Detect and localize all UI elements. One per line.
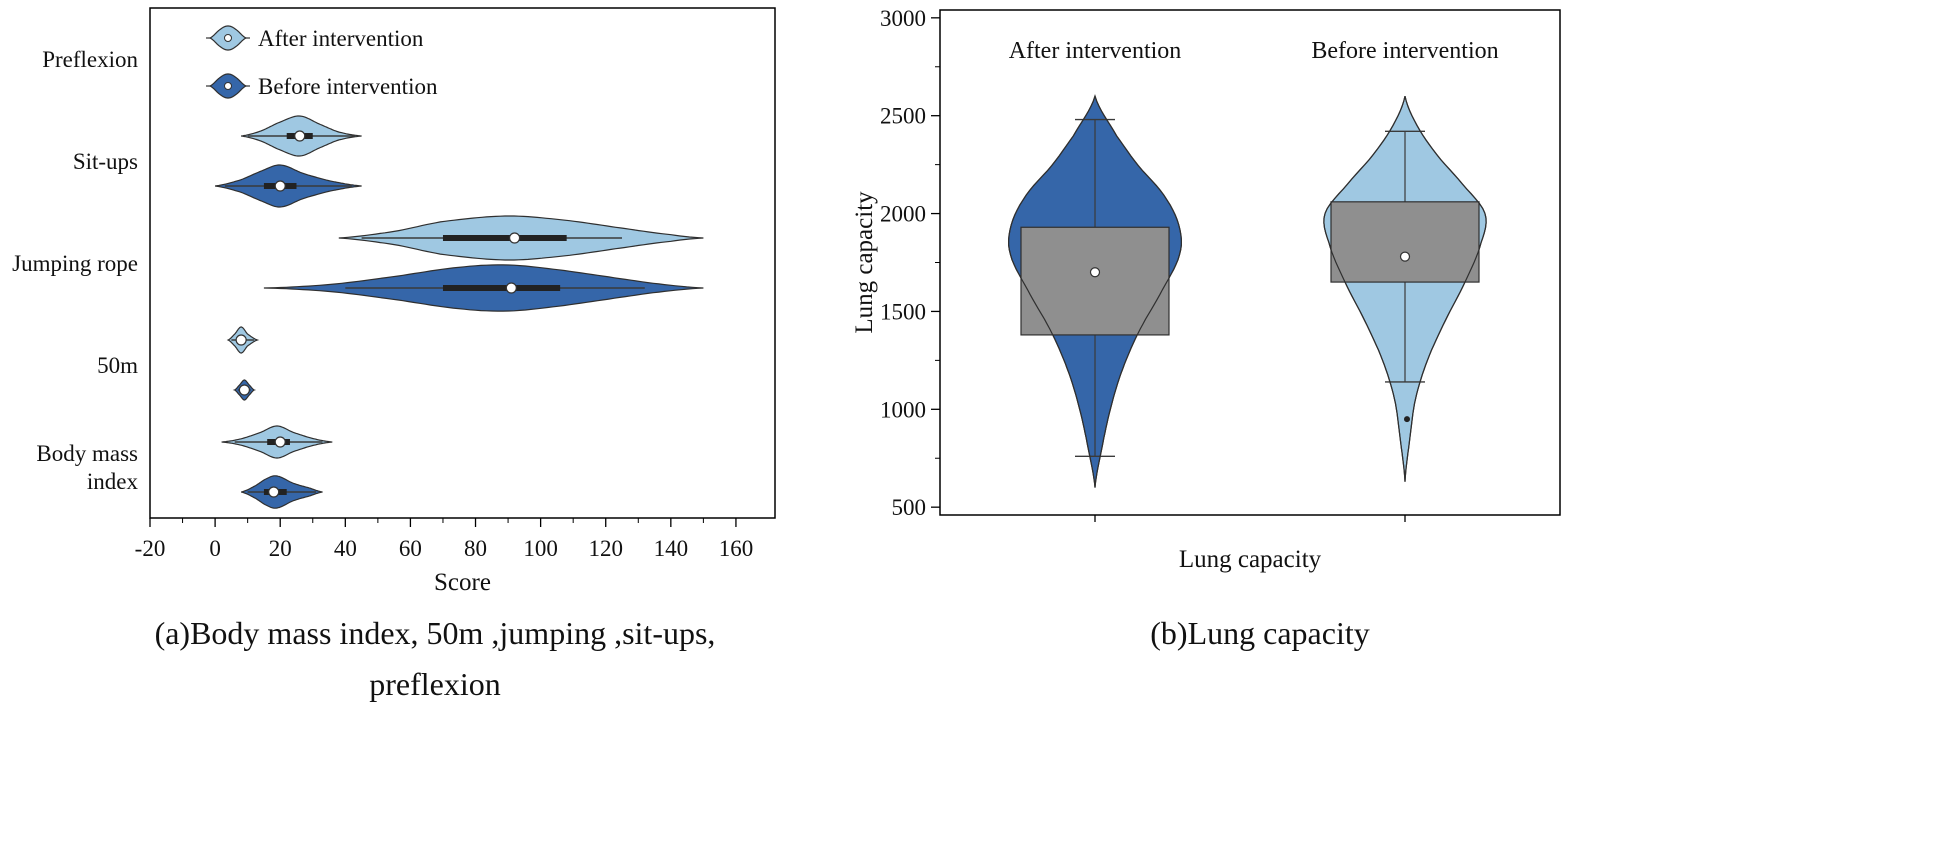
y-category-label: Jumping rope [12,251,138,276]
y-tick-label: 500 [892,495,927,520]
y-category-label: Sit-ups [73,149,138,174]
violin-50m-before-median-dot [238,384,251,396]
y-tick-label: 3000 [880,6,926,31]
tspan: Preflexion [42,47,138,72]
legend-median-dot [224,82,232,90]
violin-sit-ups-before-median-dot [274,180,286,192]
violin-lung-before-outline [1323,95,1487,482]
violin-lung-after-mean-dot [1089,267,1101,278]
violin-body-mass-after-median-dot [274,436,286,448]
group-title: After intervention [1009,38,1182,64]
violin-lung-before-box [1330,201,1480,283]
y-category-label: Body mass index [36,441,138,494]
x-tick-label: 0 [209,536,221,561]
x-tick-label: 80 [464,536,487,561]
x-axis-title: Lung capacity [1179,546,1322,573]
group-title: Before intervention [1311,38,1498,64]
x-tick-label: 40 [334,536,357,561]
x-tick-label: 100 [523,536,558,561]
tspan: index [87,469,139,494]
violin-lung-after-outline [1008,94,1182,488]
y-category-label: Preflexion [42,47,138,72]
x-tick-label: 140 [654,536,689,561]
y-axis-title: Lung capacity [851,191,878,334]
tspan: Jumping rope [12,251,138,276]
violin-lung-after-box [1020,226,1170,336]
violin-jumping-rope-after-median-dot [508,232,521,244]
x-axis-title: Score [434,569,491,596]
panel-b-chart: 500 1000 1500 2000 2500 3000 Lung capacity Lung… [851,6,1561,573]
caption-a: (a)Body mass index, 50m ,jumping ,sit-up… [30,608,840,710]
violin-sit-ups-after-median-dot [294,130,306,142]
x-tick-label: 120 [588,536,623,561]
x-tick-label: 20 [269,536,292,561]
violin-jumping-rope-before-median-dot [505,282,517,294]
caption-a-line2: preflexion [369,666,501,703]
caption-b: (b)Lung capacity [1150,615,1370,651]
y-tick-label: 2500 [880,104,926,129]
caption-a-line1: (a)Body mass index, 50m ,jumping ,sit-up… [154,615,716,651]
tspan: Body mass [36,441,138,466]
tspan: Sit-ups [73,149,138,174]
legend-median-dot [224,34,232,42]
tspan: 50m [97,353,138,378]
y-category-label: 50m [97,353,138,378]
panel-a-frame [149,7,776,519]
violin-lung-before-mean-dot [1399,251,1411,262]
violin-body-mass-before-median-dot [268,486,280,498]
y-tick-label: 1500 [880,299,926,324]
legend-label: After intervention [258,26,424,51]
panel-a-chart: -20 0 20 40 60 80 100 120 140 160 Score Preflexion S… [12,7,776,596]
violin-50m-after-median-dot [235,334,247,346]
legend-label: Before intervention [258,74,438,99]
y-tick-label: 1000 [880,397,926,422]
x-tick-label: -20 [135,536,166,561]
y-tick-label: 2000 [880,202,926,227]
x-tick-label: 60 [399,536,422,561]
x-tick-label: 160 [719,536,754,561]
violin-lung-before-outlier-dot [1404,416,1410,423]
